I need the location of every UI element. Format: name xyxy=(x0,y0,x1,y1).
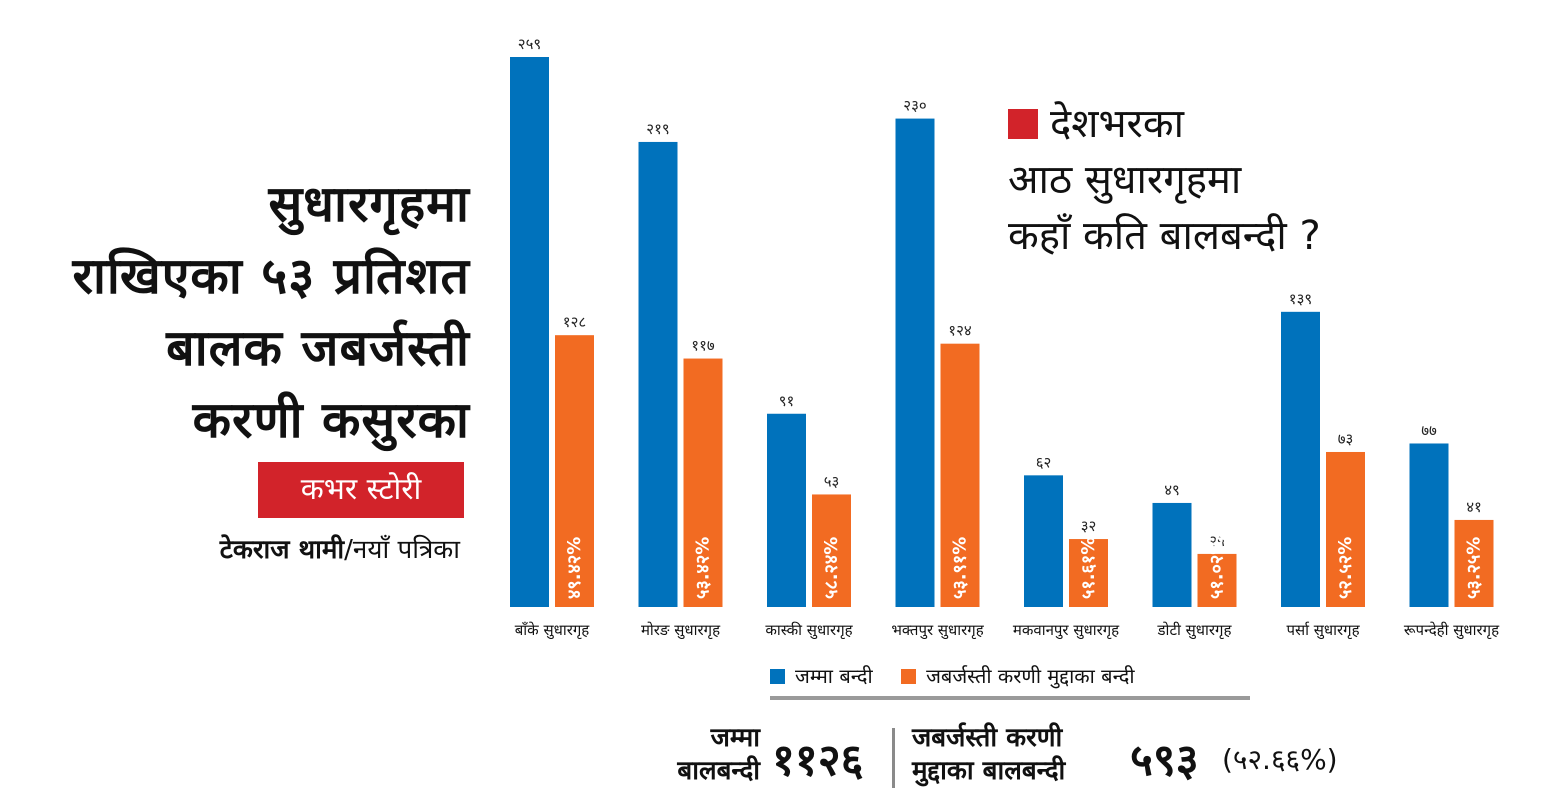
headline-line-2: राखिएका ५३ प्रतिशत xyxy=(72,247,470,305)
bar-forced-value-label: ७३ xyxy=(1338,430,1354,448)
forced-label: जबर्जस्ती करणी मुद्दाका बालबन्दी xyxy=(912,722,1065,788)
category-label: डोटी सुधारगृह xyxy=(1157,621,1233,640)
bar-forced xyxy=(1069,539,1108,607)
bar-forced-percent-label: ५३.९१% xyxy=(950,537,971,599)
category-label: भक्तपुर सुधारगृह xyxy=(891,621,984,640)
headline-line-1: सुधारगृहमा xyxy=(268,175,470,233)
bar-total-value-label: ७७ xyxy=(1421,421,1437,439)
bar-forced xyxy=(812,494,851,607)
category-label: मकवानपुर सुधारगृह xyxy=(1013,621,1120,640)
bar-forced-percent-label: ५३.२५% xyxy=(1464,537,1485,599)
chart-question: देशभरका आठ सुधारगृहमा कहाँ कति बालबन्दी … xyxy=(1008,96,1321,264)
total-label: जम्मा बालबन्दी xyxy=(677,722,760,788)
bar-forced xyxy=(555,335,594,607)
bar-total xyxy=(767,413,806,607)
bar-forced-percent-label: ५८.२४% xyxy=(821,537,842,599)
headline-line-4: करणी कसुरका xyxy=(192,391,470,449)
category-label: बाँके सुधारगृह xyxy=(515,621,591,640)
bar-total-value-label: ६२ xyxy=(1036,453,1052,471)
forced-label-line-1: जबर्जस्ती करणी xyxy=(912,723,1063,753)
bar-forced-value-label: ४१ xyxy=(1466,498,1482,516)
bar-forced-value-label: ५३ xyxy=(824,472,840,490)
bar-total xyxy=(1409,443,1449,607)
total-label-line-2: बालबन्दी xyxy=(677,756,760,786)
bar-forced-percent-label: ५१.६१% xyxy=(1078,537,1099,599)
legend-item-total: जम्मा बन्दी xyxy=(770,662,873,689)
bar-forced xyxy=(1326,451,1365,607)
category-label: पर्सा सुधारगृह xyxy=(1286,621,1360,640)
headline: सुधारगृहमा राखिएका ५३ प्रतिशत बालक जबर्ज… xyxy=(73,168,470,456)
chart-legend: जम्मा बन्दी जबर्जस्ती करणी मुद्दाका बन्द… xyxy=(770,662,1250,700)
bar-forced-percent-label: ४९.४२% xyxy=(564,537,585,599)
bar-forced-value-label: ११७ xyxy=(691,337,715,355)
category-label: रूपन्देही सुधारगृह xyxy=(1404,621,1500,640)
bar-forced-percent-label: ५३.४२% xyxy=(693,537,714,599)
question-line-2: आठ सुधारगृहमा xyxy=(1008,157,1242,203)
legend-swatch-total xyxy=(770,669,785,684)
bar-total xyxy=(895,118,935,607)
bar-forced-percent-label: ५२.५२% xyxy=(1335,537,1356,599)
bar-total xyxy=(1281,311,1320,607)
forced-percent: (५२.६६%) xyxy=(1222,743,1338,776)
headline-line-3: बालक जबर्जस्ती xyxy=(166,319,470,377)
bar-total xyxy=(510,57,549,607)
bar-forced-value-label: २५ xyxy=(1209,532,1225,550)
legend-label-total: जम्मा बन्दी xyxy=(795,664,873,688)
bar-forced-percent-label: ५१.०२% xyxy=(1207,537,1228,599)
bar-total-value-label: २५९ xyxy=(518,35,541,53)
bar-forced-value-label: १२४ xyxy=(948,322,972,340)
total-value: ११२६ xyxy=(772,735,864,786)
bar-total-value-label: २३० xyxy=(903,97,926,115)
category-label: कास्की सुधारगृह xyxy=(765,621,853,640)
bar-total-value-label: ९१ xyxy=(779,392,795,410)
byline-author: टेकराज थामी xyxy=(219,535,345,565)
totals-divider xyxy=(892,728,895,788)
bar-total xyxy=(1152,502,1192,607)
bar-total-value-label: २१९ xyxy=(646,120,669,138)
cover-story-tag: कभर स्टोरी xyxy=(258,462,464,518)
byline: टेकराज थामी/नयाँ पत्रिका xyxy=(220,530,460,566)
legend-swatch-forced xyxy=(901,669,917,684)
question-line-3: कहाँ कति बालबन्दी ? xyxy=(1008,213,1321,259)
legend-item-forced: जबर्जस्ती करणी मुद्दाका बन्दी xyxy=(901,662,1135,689)
forced-value: ५९३ xyxy=(1130,735,1199,786)
bar-total-value-label: १३९ xyxy=(1289,290,1312,308)
bar-total xyxy=(1024,475,1063,607)
bar-forced xyxy=(940,343,980,607)
totals-summary: जम्मा बालबन्दी ११२६ जबर्जस्ती करणी मुद्द… xyxy=(0,720,1550,810)
bar-total-value-label: ४९ xyxy=(1164,481,1180,499)
category-label: मोरङ सुधारगृह xyxy=(641,621,721,640)
bar-total xyxy=(638,141,678,607)
bar-forced-value-label: ३२ xyxy=(1081,517,1097,535)
bar-forced-value-label: १२८ xyxy=(563,313,586,331)
bar-forced xyxy=(1197,553,1237,607)
bar-forced xyxy=(1454,519,1494,607)
legend-label-forced: जबर्जस्ती करणी मुद्दाका बन्दी xyxy=(926,664,1135,688)
byline-outlet: /नयाँ पत्रिका xyxy=(344,535,460,565)
red-square-icon xyxy=(1008,109,1038,139)
bar-forced xyxy=(683,358,723,607)
total-label-line-1: जम्मा xyxy=(710,723,760,753)
forced-label-line-2: मुद्दाका बालबन्दी xyxy=(912,756,1066,786)
question-line-1: देशभरका xyxy=(1050,101,1184,147)
